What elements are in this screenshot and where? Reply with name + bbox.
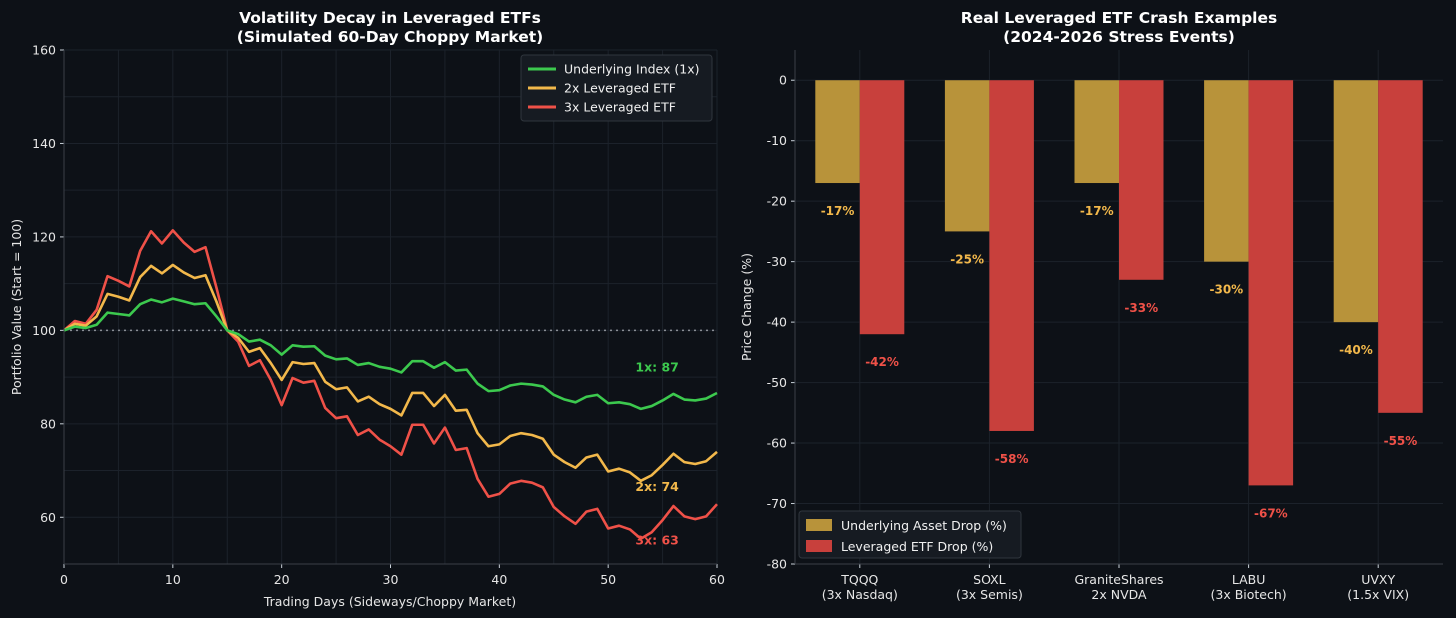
- line-chart-legend: Underlying Index (1x) 2x Leveraged ETF 3…: [520, 54, 713, 122]
- y-tick-label: 60: [40, 510, 56, 525]
- line-chart-panel: 1x: 87 2x: 74 3x: 63 60 80 100 120 140 160 0 10 2…: [9, 9, 725, 609]
- line-chart-grid: [63, 49, 718, 565]
- y-tick-label: -40: [767, 315, 787, 330]
- bar-leveraged-drop: [1378, 80, 1423, 413]
- line-chart-title: Volatility Decay in Leveraged ETFs: [239, 9, 541, 27]
- legend-label-underlying: Underlying Index (1x): [564, 62, 700, 77]
- line-chart-series: [63, 229, 718, 541]
- x-tick-label: (3x Biotech): [1211, 587, 1287, 602]
- y-tick-label: 0: [779, 73, 787, 88]
- bar-value-label: -17%: [821, 204, 855, 218]
- y-tick-label: -80: [767, 557, 787, 572]
- bar-value-label: -17%: [1080, 204, 1114, 218]
- y-tick-label: 160: [32, 43, 56, 58]
- y-tick-label: 100: [32, 323, 56, 338]
- x-tick-label: 10: [165, 572, 181, 587]
- x-tick-label: 60: [709, 572, 725, 587]
- legend-label-3x: 3x Leveraged ETF: [564, 100, 676, 115]
- line-chart-y-axis-label: Portfolio Value (Start = 100): [9, 219, 24, 395]
- x-tick-label: 20: [274, 572, 290, 587]
- legend-label-underlying-drop: Underlying Asset Drop (%): [841, 518, 1007, 533]
- line-chart-subtitle: (Simulated 60-Day Choppy Market): [237, 28, 543, 46]
- x-tick-label: 50: [600, 572, 616, 587]
- bar-chart-x-ticks: TQQQ(3x Nasdaq) SOXL(3x Semis) GraniteShar…: [822, 564, 1409, 602]
- bar-value-label: -25%: [950, 252, 984, 266]
- bar-chart-panel: -17% -25% -17% -30% -40% -42% -58% -33% -67% -55%…: [739, 9, 1443, 602]
- bar-value-label: -30%: [1209, 283, 1243, 297]
- bar-chart-title: Real Leveraged ETF Crash Examples: [961, 9, 1277, 27]
- y-tick-label: -20: [767, 194, 787, 209]
- x-tick-label: 0: [60, 572, 68, 587]
- bar-chart-bars: [815, 80, 1423, 486]
- x-tick-label: (1.5x VIX): [1347, 587, 1409, 602]
- series-line-3x: [63, 229, 718, 541]
- bar-value-label: -42%: [865, 355, 899, 369]
- bar-value-label: -40%: [1339, 343, 1373, 357]
- x-tick-label: (3x Semis): [956, 587, 1023, 602]
- bar-chart-value-labels: -17% -25% -17% -30% -40% -42% -58% -33% -67% -55%: [821, 204, 1418, 520]
- line-chart-y-ticks: 60 80 100 120 140 160: [32, 43, 64, 525]
- bar-underlying-drop: [1333, 80, 1379, 323]
- x-tick-label: TQQQ: [840, 572, 878, 587]
- line-chart-x-ticks: 0 10 20 30 40 50 60: [60, 564, 725, 587]
- y-tick-label: -70: [767, 496, 787, 511]
- y-tick-label: 80: [40, 416, 56, 431]
- bar-value-label: -33%: [1124, 301, 1158, 315]
- legend-swatch-underlying-drop: [806, 519, 832, 531]
- bar-chart-legend-box: [798, 510, 1022, 559]
- x-tick-label: UVXY: [1361, 572, 1395, 587]
- bar-leveraged-drop: [989, 80, 1034, 431]
- x-tick-label: GraniteShares: [1074, 572, 1163, 587]
- y-tick-label: -10: [767, 133, 787, 148]
- x-tick-label: SOXL: [973, 572, 1006, 587]
- end-value-annotation: 1x: 87: [635, 360, 679, 375]
- line-chart-x-axis-label: Trading Days (Sideways/Choppy Market): [263, 594, 516, 609]
- bar-underlying-drop: [1204, 80, 1249, 262]
- bar-value-label: -67%: [1254, 506, 1288, 520]
- y-tick-label: 120: [32, 229, 56, 244]
- bar-value-label: -58%: [995, 452, 1029, 466]
- end-value-annotation: 3x: 63: [635, 533, 679, 548]
- x-tick-label: 30: [383, 572, 399, 587]
- legend-label-leveraged-drop: Leveraged ETF Drop (%): [841, 539, 993, 554]
- series-line-underlying: [63, 297, 718, 411]
- bar-chart-legend: Underlying Asset Drop (%) Leveraged ETF …: [798, 510, 1022, 559]
- y-tick-label: -50: [767, 375, 787, 390]
- bar-chart-y-axis-label: Price Change (%): [739, 253, 754, 361]
- x-tick-label: 2x NVDA: [1091, 587, 1147, 602]
- end-value-annotation: 2x: 74: [635, 479, 679, 494]
- bar-chart-subtitle: (2024-2026 Stress Events): [1003, 28, 1235, 46]
- y-tick-label: -60: [767, 436, 787, 451]
- bar-leveraged-drop: [1248, 80, 1294, 486]
- bar-leveraged-drop: [1119, 80, 1164, 280]
- bar-underlying-drop: [815, 80, 860, 184]
- bar-chart-y-ticks: 0 -10 -20 -30 -40 -50 -60 -70 -80: [767, 73, 795, 572]
- x-tick-label: LABU: [1232, 572, 1266, 587]
- line-chart-annotations: 1x: 87 2x: 74 3x: 63: [635, 360, 679, 548]
- y-tick-label: 140: [32, 136, 56, 151]
- x-tick-label: (3x Nasdaq): [822, 587, 898, 602]
- legend-swatch-leveraged-drop: [806, 540, 832, 552]
- line-chart-legend-box: [520, 54, 713, 122]
- legend-label-2x: 2x Leveraged ETF: [564, 81, 676, 96]
- bar-value-label: -55%: [1384, 434, 1418, 448]
- x-tick-label: 40: [491, 572, 507, 587]
- bar-underlying-drop: [1074, 80, 1119, 184]
- series-line-2x: [63, 263, 718, 483]
- bar-leveraged-drop: [859, 80, 905, 335]
- bar-underlying-drop: [944, 80, 990, 232]
- y-tick-label: -30: [767, 254, 787, 269]
